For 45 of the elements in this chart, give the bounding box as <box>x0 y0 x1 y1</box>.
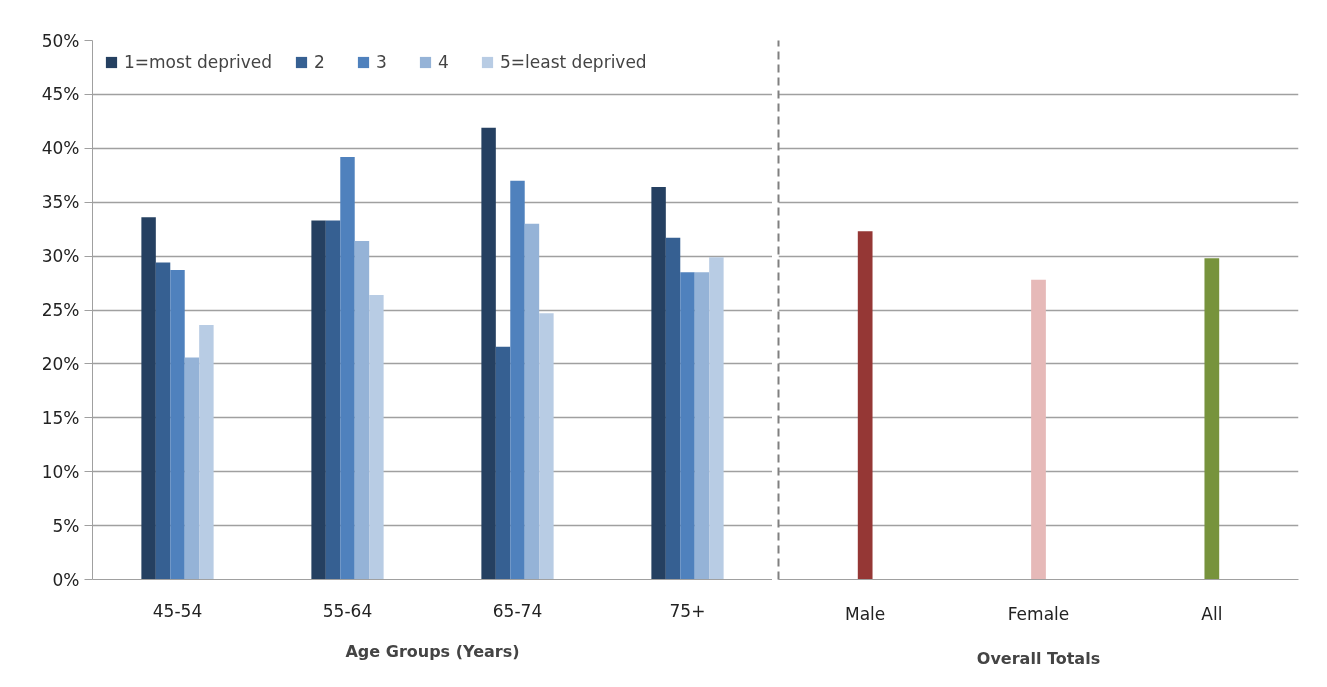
bar <box>155 262 171 580</box>
y-tick-label: 10% <box>41 461 80 482</box>
legend-label: 1=most deprived <box>124 52 273 72</box>
bar <box>354 241 370 580</box>
bar <box>340 156 355 580</box>
y-tick-label: 30% <box>41 246 80 267</box>
bar <box>709 257 724 580</box>
bar <box>651 187 666 580</box>
y-tick-label: 15% <box>41 407 80 428</box>
x-tick-label: Male <box>845 603 886 624</box>
x-tick-label: 55-64 <box>322 600 373 621</box>
x-tick-label: 45-54 <box>152 600 203 621</box>
bar <box>141 217 156 580</box>
x-axis-title: Age Groups (Years) <box>345 641 520 661</box>
bar <box>539 313 554 580</box>
y-tick-label: 40% <box>41 138 80 159</box>
y-tick-label: 0% <box>52 569 80 590</box>
bar <box>524 223 540 580</box>
bar <box>680 272 695 580</box>
bar <box>325 220 341 580</box>
legend-label: 5=least deprived <box>500 52 647 72</box>
bar <box>311 220 326 580</box>
x-axis-title: Overall Totals <box>976 648 1101 668</box>
x-tick-label: 75+ <box>669 600 706 621</box>
legend-label: 4 <box>438 52 450 72</box>
bar <box>510 180 525 580</box>
x-tick-label: 65-74 <box>492 600 543 621</box>
legend-label: 2 <box>314 52 326 72</box>
y-tick-label: 35% <box>41 192 80 213</box>
bar <box>481 127 496 580</box>
bar <box>495 346 511 580</box>
y-tick-label: 25% <box>41 300 80 320</box>
y-tick-label: 45% <box>41 84 80 105</box>
legend-label: 3 <box>376 52 388 72</box>
bar <box>694 272 710 580</box>
y-tick-label: 20% <box>41 353 80 374</box>
bar <box>184 357 200 580</box>
bar <box>369 294 384 580</box>
bar <box>199 325 214 580</box>
y-tick-label: 50% <box>41 30 80 51</box>
y-tick-label: 5% <box>52 515 80 536</box>
bar <box>665 237 681 580</box>
bar <box>170 270 185 580</box>
x-tick-label: Female <box>1007 603 1070 624</box>
x-tick-label: All <box>1201 603 1223 624</box>
